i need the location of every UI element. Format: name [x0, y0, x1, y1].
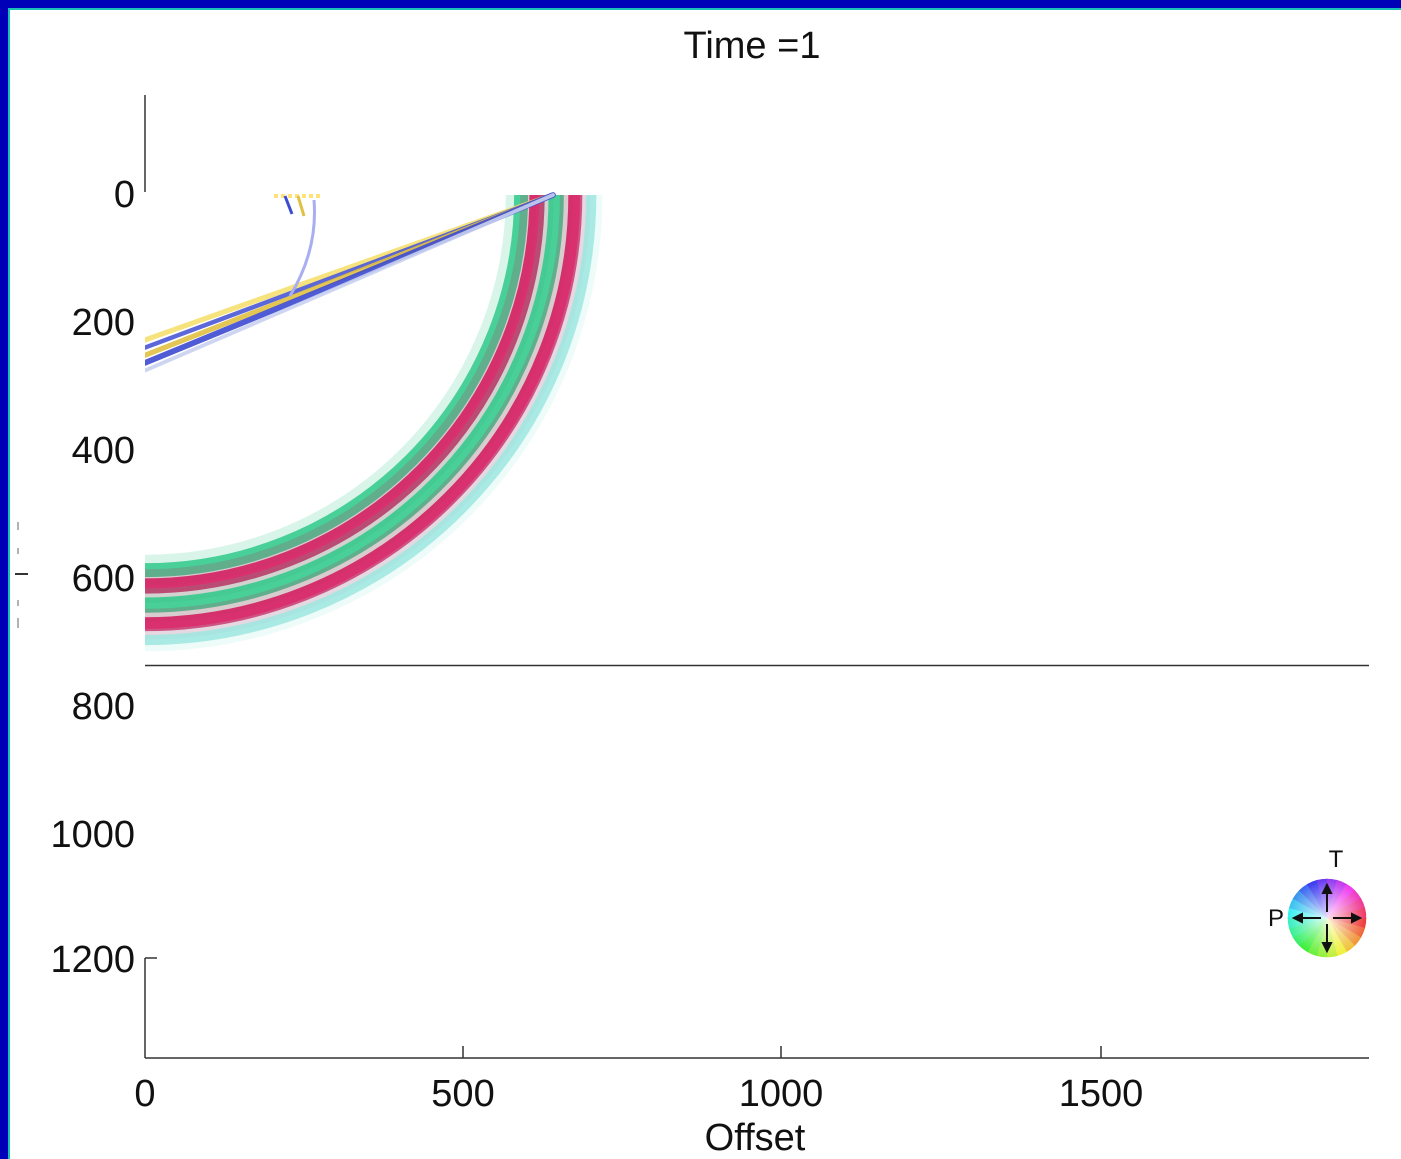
- p-label: P: [1268, 905, 1284, 932]
- x-tick-label: 500: [431, 1073, 494, 1115]
- wavefront-band: [145, 194, 583, 632]
- x-tick-label: 0: [134, 1073, 155, 1115]
- wavefront-band: [145, 194, 529, 578]
- x-tick-label: 1500: [1059, 1073, 1144, 1115]
- wavefront-band: [145, 194, 545, 594]
- y-tick-label: 600: [72, 558, 135, 600]
- y-tick-label: 0: [114, 174, 135, 216]
- chart-title: Time =1: [684, 25, 821, 67]
- y-axis: [144, 95, 157, 1058]
- head-waves-layer: [145, 192, 556, 373]
- x-tick-label: 1000: [739, 1073, 824, 1115]
- x-axis: [145, 1046, 1369, 1059]
- polarization-widget: T P: [1268, 846, 1367, 958]
- y-tick-label: 800: [72, 686, 135, 728]
- figure-frame: [8, 8, 1401, 1159]
- t-label: T: [1329, 846, 1344, 873]
- y-tick-label: 200: [72, 302, 135, 344]
- arrows-icon: [1291, 882, 1363, 954]
- y-tick-label: 1000: [50, 814, 135, 856]
- color-wheel-icon: [1288, 879, 1366, 957]
- y-tick-label: 400: [72, 430, 135, 472]
- source-marks: [274, 194, 322, 297]
- wavefront-band: [145, 194, 597, 646]
- y-tick-label: 1200: [50, 939, 135, 981]
- wavefronts-layer: [145, 194, 603, 652]
- left-edge-marks: [15, 522, 28, 628]
- x-axis-title: Offset: [705, 1117, 806, 1159]
- head-wave-band: [145, 193, 555, 373]
- wavefront-band: [145, 194, 564, 613]
